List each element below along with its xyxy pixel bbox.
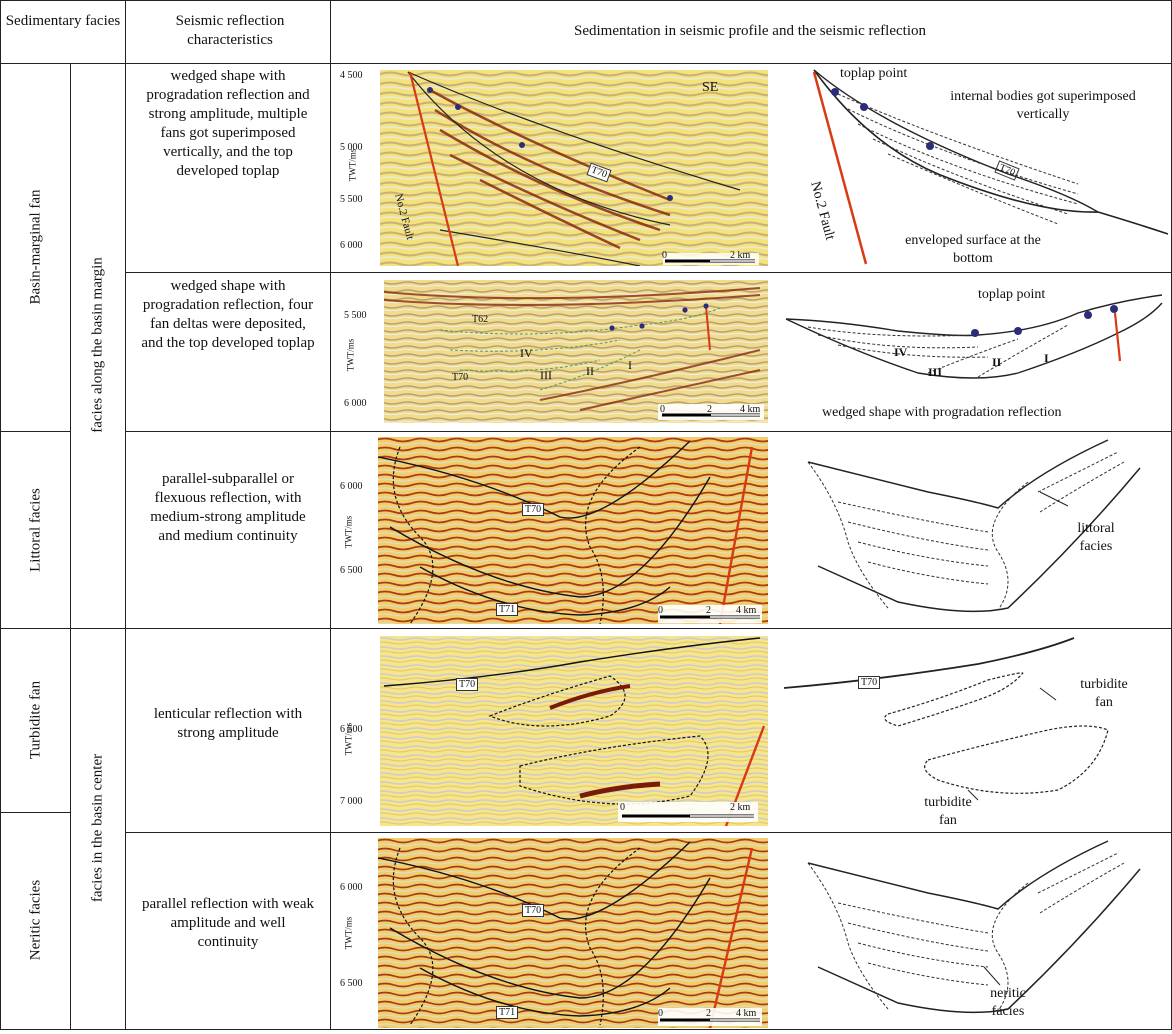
row1-direction: SE xyxy=(702,80,719,95)
row4-seismic-profile: 6 500 7 000 TWT/ms T70 0 2 km xyxy=(340,636,768,826)
row4-sketch-upper: turbidite fan xyxy=(1080,677,1128,710)
row2-scale-start: 0 xyxy=(660,404,665,415)
row1-y-tick-1: 5 000 xyxy=(340,142,363,153)
table-border-top xyxy=(0,0,1172,1)
row5-y-tick-1: 6 500 xyxy=(340,978,363,989)
row1-y-tick-0: 4 500 xyxy=(340,70,363,81)
row1-sketch-toplap: toplap point xyxy=(840,66,908,81)
row2-sketch-iii: III xyxy=(928,365,943,379)
row2-sketch-i: I xyxy=(1044,351,1049,365)
row4-description: lenticular reflection with strong amplit… xyxy=(153,706,303,741)
group-basin-center: facies in the basin center xyxy=(89,753,106,903)
row4-sketch-horizon: T70 xyxy=(858,676,881,689)
group-basin-margin: facies along the basin margin xyxy=(89,257,106,433)
row-divider-4 xyxy=(0,812,70,813)
table-border-left xyxy=(0,0,1,1030)
row3-scale-start: 0 xyxy=(658,605,663,616)
row1-sketch-internal: internal bodies got superimposed vertica… xyxy=(950,89,1136,122)
row4-y-tick-0: 6 500 xyxy=(340,724,363,735)
row2-label-i: I xyxy=(628,358,632,372)
row5-scale-end: 4 km xyxy=(736,1008,757,1019)
row5-seismic-profile: 6 000 6 500 TWT/ms T70 T71 0 2 4 km xyxy=(340,838,768,1028)
row-divider-1 xyxy=(125,272,1172,273)
row2-sketch-caption: wedged shape with progradation reflectio… xyxy=(822,405,1062,420)
row1-description: wedged shape with progradation reflectio… xyxy=(146,68,310,179)
row5-label-t71: T71 xyxy=(496,1006,519,1019)
row2-label-t70: T70 xyxy=(452,372,469,383)
row2-label-t62: T62 xyxy=(472,314,489,325)
row4-scale-end: 2 km xyxy=(730,802,751,813)
row4-scale-start: 0 xyxy=(620,802,625,813)
row1-scale-end: 2 km xyxy=(730,250,751,261)
header-seismic-reflection: Seismic reflection characteristics xyxy=(175,13,285,48)
row5-scale-start: 0 xyxy=(658,1008,663,1019)
row1-y-tick-3: 6 000 xyxy=(340,240,363,251)
row1-sketch-bottom: enveloped surface at the bottom xyxy=(905,233,1041,266)
facies-turbidite: Turbidite fan xyxy=(27,680,44,760)
row4-label-t70: T70 xyxy=(456,678,479,691)
row-divider-4b xyxy=(125,832,1172,833)
row3-sketch: littoral facies xyxy=(778,432,1170,628)
row1-y-unit: TWT/ms xyxy=(347,148,358,182)
row2-sketch-toplap: toplap point xyxy=(978,287,1046,302)
row2-sketch-ii: II xyxy=(992,355,1002,369)
row5-y-tick-0: 6 000 xyxy=(340,882,363,893)
row2-y-tick-1: 6 000 xyxy=(344,398,367,409)
row2-scale-mid: 2 xyxy=(707,404,712,415)
row3-scale-mid: 2 xyxy=(706,605,711,616)
row2-label-iv: IV xyxy=(520,346,533,360)
row3-label-t71: T71 xyxy=(496,603,519,616)
facies-littoral: Littoral facies xyxy=(27,488,44,572)
row2-seismic-profile: 5 500 6 000 TWT/ms T62 T70 IV III II I 0… xyxy=(340,280,768,423)
row4-sketch: T70 turbidite fan turbidite fan xyxy=(778,630,1170,830)
row4-y-unit: TWT/ms xyxy=(343,722,354,756)
row3-y-tick-1: 6 500 xyxy=(340,565,363,576)
row1-y-tick-2: 5 500 xyxy=(340,194,363,205)
row2-sketch-iv: IV xyxy=(894,345,908,359)
row2-scale-end: 4 km xyxy=(740,404,761,415)
row1-sketch: toplap point internal bodies got superim… xyxy=(778,64,1170,272)
row-divider-2 xyxy=(0,431,70,432)
row2-description: wedged shape with progradation reflectio… xyxy=(141,278,315,351)
row5-description: parallel reflection with weak amplitude … xyxy=(141,896,314,950)
row3-sketch-label: littoral facies xyxy=(1077,521,1115,554)
row1-scale-start: 0 xyxy=(662,250,667,261)
row2-y-unit: TWT/ms xyxy=(345,338,356,372)
col-divider-1 xyxy=(125,0,126,1030)
row3-label-t70: T70 xyxy=(522,503,545,516)
row-divider-2b xyxy=(125,431,1172,432)
row5-label-t70: T70 xyxy=(522,904,545,917)
col-divider-sub xyxy=(70,63,71,1030)
row5-sketch: neritic facies xyxy=(778,833,1170,1029)
row4-y-tick-1: 7 000 xyxy=(340,796,363,807)
row1-seismic-profile: 4 500 5 000 5 500 6 000 TWT/ms SE T70 No… xyxy=(340,70,768,266)
row2-sketch: toplap point IV III II I wedged shape wi… xyxy=(778,273,1170,431)
col-divider-2 xyxy=(330,0,331,1030)
row3-description: parallel-subparallel or flexuous reflect… xyxy=(150,471,306,544)
row5-y-unit: TWT/ms xyxy=(343,916,354,950)
row3-scale-end: 4 km xyxy=(736,605,757,616)
row3-y-tick-0: 6 000 xyxy=(340,481,363,492)
row2-label-iii: III xyxy=(540,368,552,382)
row3-y-unit: TWT/ms xyxy=(343,515,354,549)
header-sedimentation: Sedimentation in seismic profile and the… xyxy=(574,23,926,39)
row-divider-3 xyxy=(0,628,1172,629)
row4-sketch-lower: turbidite fan xyxy=(924,795,972,828)
header-divider xyxy=(0,63,1172,64)
row5-sketch-label: neritic facies xyxy=(990,986,1026,1019)
header-sedimentary-facies: Sedimentary facies xyxy=(5,13,121,29)
row2-label-ii: II xyxy=(586,364,594,378)
facies-basin-marginal-fan: Basin-marginal fan xyxy=(27,189,44,305)
row2-y-tick-0: 5 500 xyxy=(344,310,367,321)
facies-neritic: Neritic facies xyxy=(27,879,44,961)
row5-scale-mid: 2 xyxy=(706,1008,711,1019)
row3-seismic-profile: 6 000 6 500 TWT/ms T70 T71 0 2 4 km xyxy=(340,437,768,624)
